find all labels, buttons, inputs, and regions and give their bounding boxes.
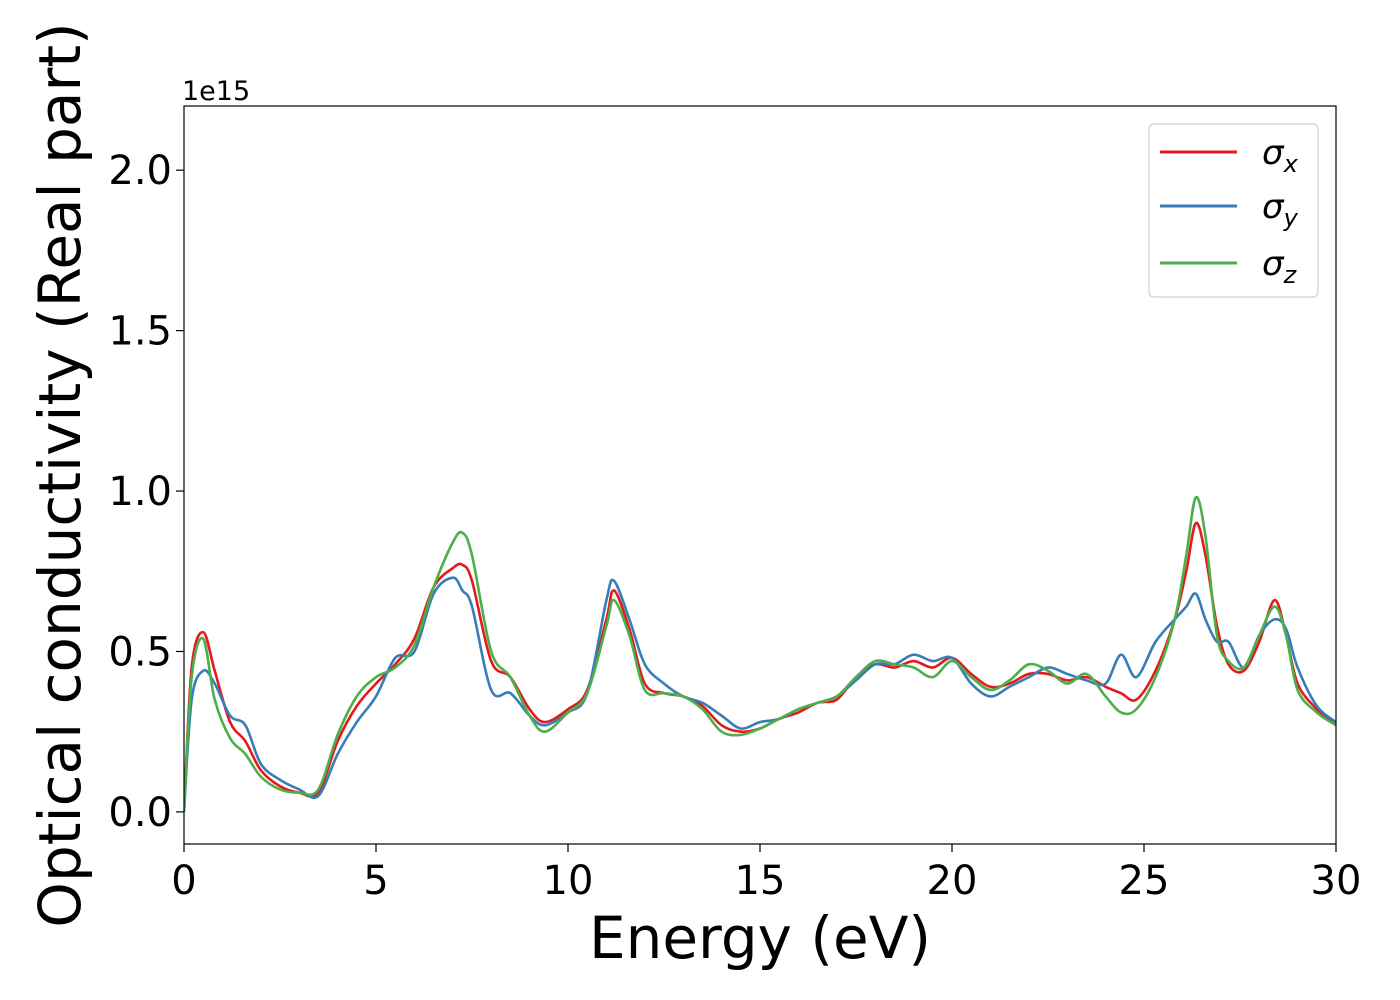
- x-axis-label: Energy (eV): [589, 904, 931, 972]
- y-tick-label: 0.0: [108, 790, 172, 836]
- legend-label-y: σy: [1262, 187, 1299, 232]
- x-tick-label: 30: [1311, 858, 1362, 904]
- x-tick-label: 5: [363, 858, 388, 904]
- y-tick-label: 1.0: [108, 469, 172, 515]
- x-tick-label: 10: [543, 858, 594, 904]
- x-axis-ticks: 0 5 10 15 20 25 30: [171, 844, 1361, 904]
- y-tick-label: 2.0: [108, 148, 172, 194]
- y-offset-label: 1e15: [182, 76, 250, 107]
- x-tick-label: 15: [735, 858, 786, 904]
- y-tick-label: 1.5: [108, 309, 172, 355]
- y-axis-ticks: 0.0 0.5 1.0 1.5 2.0: [108, 148, 184, 836]
- series-lines: [184, 495, 1336, 812]
- x-tick-label: 25: [1119, 858, 1170, 904]
- legend-label-z: σz: [1262, 244, 1298, 289]
- legend-label-x: σx: [1262, 133, 1299, 178]
- series-line-y: [184, 576, 1336, 812]
- legend-box: [1148, 123, 1319, 298]
- x-tick-label: 0: [171, 858, 196, 904]
- y-axis-label: Optical conductivity (Real part): [26, 22, 94, 927]
- legend: σx σy σz: [1148, 123, 1319, 298]
- x-tick-label: 20: [927, 858, 978, 904]
- series-line-x: [184, 521, 1336, 812]
- y-tick-label: 0.5: [108, 629, 172, 675]
- series-line-z: [184, 495, 1336, 812]
